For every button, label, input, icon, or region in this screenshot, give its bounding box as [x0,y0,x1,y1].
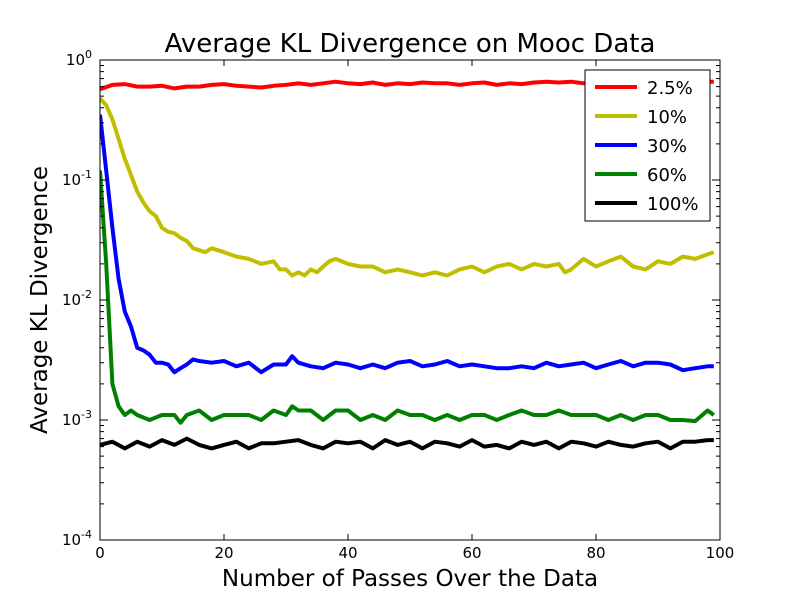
y-tick-exponent: -1 [81,168,92,181]
series-line-2 [100,114,714,375]
legend: 2.5% 10% 30% 60% 100% [584,69,711,222]
y-tick-label: 10-2 [62,288,92,309]
legend-label-3: 60% [647,165,687,186]
legend-label-0: 2.5% [647,78,693,99]
series-line-4 [100,436,714,451]
y-tick-exponent: -3 [81,408,92,421]
y-tick-exponent: 0 [85,48,92,61]
y-tick-base: 10 [66,51,85,69]
y-axis-label: Average KL Divergence [27,166,53,434]
x-tick-label: 60 [462,544,481,562]
series-line-3 [100,170,715,425]
y-tick-label: 10-3 [62,408,92,429]
y-tick-base: 10 [62,531,81,549]
y-tick-base: 10 [62,171,81,189]
y-tick-label: 10-4 [62,528,92,549]
x-axis-label: Number of Passes Over the Data [222,566,598,592]
legend-label-1: 10% [647,107,687,128]
legend-label-4: 100% [647,194,698,215]
series-line-1 [100,96,715,278]
chart-title: Average KL Divergence on Mooc Data [165,29,656,59]
x-tick-label: 80 [586,544,605,562]
x-tick-label: 20 [214,544,233,562]
y-tick-exponent: -2 [81,288,92,301]
y-tick-base: 10 [62,411,81,429]
y-tick-label: 10-1 [62,168,92,189]
y-tick-label: 100 [66,48,92,69]
y-tick-base: 10 [62,291,81,309]
legend-label-2: 30% [647,136,687,157]
x-tick-label: 0 [95,544,105,562]
x-tick-label: 100 [706,544,735,562]
x-tick-label: 40 [338,544,357,562]
y-tick-exponent: -4 [81,528,92,541]
